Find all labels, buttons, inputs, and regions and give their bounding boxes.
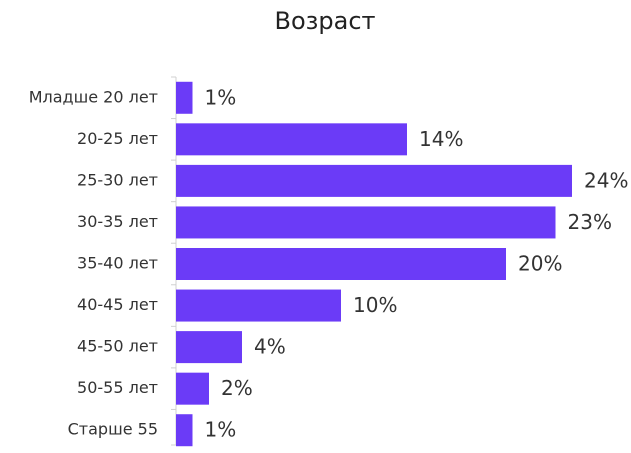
bar <box>176 372 209 405</box>
bar <box>176 414 193 447</box>
value-label: 24% <box>584 168 628 192</box>
value-label: 1% <box>205 418 237 442</box>
category-label: 40-45 лет <box>77 295 158 314</box>
bar <box>176 248 506 280</box>
category-label: Младше 20 лет <box>29 87 158 106</box>
bar <box>176 164 572 197</box>
value-label: 2% <box>221 376 253 400</box>
category-label: 30-35 лет <box>77 212 158 231</box>
category-label: 50-55 лет <box>77 378 158 397</box>
category-label: 35-40 лет <box>77 254 158 273</box>
value-label: 20% <box>518 252 562 276</box>
category-label: Старше 55 <box>68 420 158 439</box>
category-label: 45-50 лет <box>77 337 158 356</box>
chart-title: Возраст <box>274 7 375 35</box>
value-label: 10% <box>353 293 397 317</box>
value-label: 1% <box>205 85 237 109</box>
bar <box>176 123 407 156</box>
category-label: 25-30 лет <box>77 170 158 189</box>
bar <box>176 206 556 239</box>
value-label: 4% <box>254 335 286 359</box>
bar <box>176 331 242 364</box>
bar <box>176 289 341 322</box>
value-label: 23% <box>568 210 612 234</box>
value-label: 14% <box>419 127 463 151</box>
category-label: 20-25 лет <box>77 129 158 148</box>
bar <box>176 81 193 114</box>
